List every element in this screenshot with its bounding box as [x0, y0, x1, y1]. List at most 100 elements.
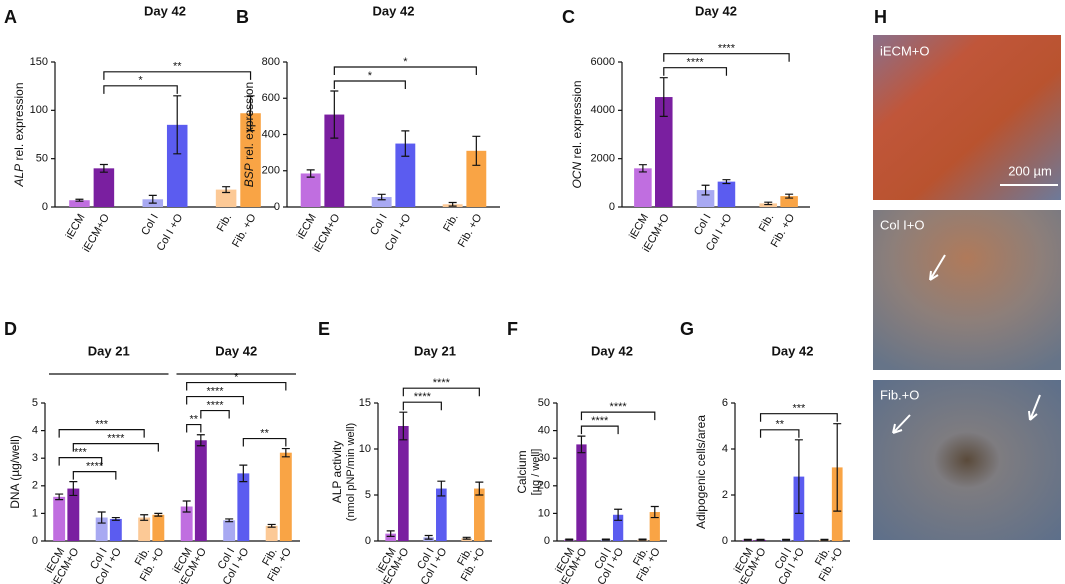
significance-label: **** [433, 377, 451, 389]
bar [324, 114, 345, 207]
label-text: DNA (µg/well) [8, 435, 22, 509]
significance-bracket [58, 457, 103, 466]
y-tick-label: 4 [722, 443, 728, 455]
image-label: iECM+O [880, 43, 929, 58]
y-axis-label: ALP activity [330, 441, 344, 503]
error-bar [722, 179, 731, 185]
bar [215, 189, 237, 207]
y-tick-label: 0 [274, 201, 280, 213]
error-bar [743, 538, 752, 541]
bar [194, 440, 207, 541]
error-bar [97, 511, 106, 524]
error-bar [225, 518, 234, 523]
significance-label: **** [206, 385, 224, 397]
x-tick-label: Col I [692, 212, 714, 238]
y-tick-label: 10 [538, 507, 550, 519]
y-axis-unit: [µg / well] [530, 449, 542, 496]
y-tick-label: 4 [32, 425, 38, 437]
significance-bracket [663, 53, 790, 62]
gene-name: ALP [12, 164, 26, 188]
bar [576, 444, 587, 541]
error-bar [794, 439, 803, 514]
error-bar [401, 130, 410, 157]
bar [655, 97, 673, 207]
significance-bracket [186, 381, 287, 391]
significance-bracket [72, 443, 159, 452]
error-bar [196, 434, 205, 447]
bar [67, 488, 80, 541]
chart-title: Day 42 [772, 343, 814, 358]
x-tick-label: Fib. +O [456, 212, 485, 250]
image-label: Fib.+O [880, 387, 919, 402]
y-axis-label: OCN rel. expression [570, 80, 584, 188]
error-bar [111, 516, 120, 521]
y-tick-label: 15 [359, 397, 371, 409]
error-bar [148, 194, 157, 204]
error-bar [785, 193, 794, 199]
scale-bar-label: 200 µm [1008, 163, 1052, 178]
bar [237, 473, 250, 541]
error-bar [75, 198, 84, 202]
y-tick-label: 0 [32, 535, 38, 547]
significance-label: ** [260, 427, 269, 439]
error-bar [99, 163, 108, 173]
error-bar [69, 481, 78, 497]
y-tick-label: 150 [30, 56, 48, 68]
y-tick-label: 0 [609, 201, 615, 213]
group-title: Day 21 [88, 343, 130, 358]
error-bar [701, 184, 710, 196]
significance-bracket [72, 471, 117, 480]
y-tick-label: 50 [538, 397, 550, 409]
error-bar [386, 530, 395, 537]
gene-name: OCN [570, 162, 584, 189]
y-axis-label: Calcium [515, 450, 529, 493]
significance-bracket [333, 66, 477, 75]
y-axis-label: DNA (µg/well) [8, 435, 22, 509]
bar [649, 512, 660, 541]
y-tick-label: 20 [538, 480, 550, 492]
chart-title: Day 42 [591, 343, 633, 358]
bar [138, 517, 151, 541]
bar [109, 518, 122, 541]
bar [474, 488, 485, 541]
panel-letter: F [507, 319, 518, 339]
significance-label: ** [189, 413, 198, 425]
error-bar [638, 164, 647, 173]
x-tick-label: Col I [368, 212, 390, 238]
error-bar [140, 514, 149, 521]
y-tick-label: 0 [365, 535, 371, 547]
error-bar [833, 423, 842, 512]
significance-bracket [242, 437, 287, 447]
error-bar [764, 201, 773, 206]
significance-bracket [186, 395, 244, 405]
significance-bracket [103, 71, 252, 80]
error-bar [246, 95, 255, 132]
error-bar [650, 505, 659, 519]
bar [436, 488, 447, 541]
panel-letter: A [4, 7, 17, 27]
bar [759, 203, 777, 207]
error-bar [577, 435, 586, 454]
label-text: Adipogenic cells/area [694, 415, 708, 529]
bar [696, 190, 715, 207]
y-tick-label: 1 [32, 507, 38, 519]
chart-title: Day 42 [373, 3, 415, 18]
bar [385, 533, 396, 541]
y-tick-label: 400 [262, 128, 280, 140]
bar [240, 113, 261, 207]
significance-label: ** [775, 419, 784, 431]
significance-bracket [663, 67, 728, 76]
significance-bracket [103, 85, 178, 94]
micrograph [873, 35, 1061, 200]
bar [152, 514, 165, 541]
y-axis-label: BSP rel. expression [242, 82, 256, 187]
image-panel: H iECM+O Col I+O Fib.+O 200 µm [873, 7, 1061, 540]
bar [223, 520, 236, 541]
error-bar [472, 135, 481, 166]
bar [95, 517, 108, 541]
label-text: Calcium [515, 450, 529, 493]
bar [166, 124, 188, 207]
x-tick-label: Fib. [757, 212, 777, 234]
bar [612, 514, 624, 541]
